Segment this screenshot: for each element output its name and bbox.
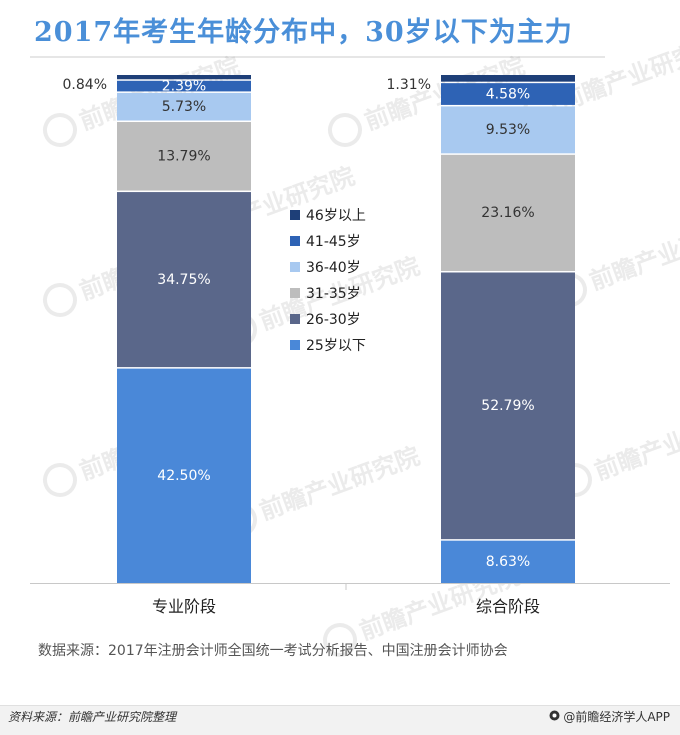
bar-segment-0-3 <box>117 92 251 121</box>
bar-segment-1-1 <box>441 272 575 540</box>
watermark-text: 前瞻产业研究院 <box>586 212 680 296</box>
watermark-logo-icon <box>323 623 357 657</box>
legend-swatch <box>290 262 300 272</box>
footer-brand-text: @前瞻经济学人APP <box>563 710 670 724</box>
legend-label: 26-30岁 <box>306 312 361 328</box>
legend-swatch <box>290 288 300 298</box>
legend-swatch <box>290 340 300 350</box>
bar-segment-0-1 <box>117 192 251 368</box>
data-label: 52.79% <box>481 398 534 414</box>
data-source-note: 数据来源：2017年注册会计师全国统一考试分析报告、中国注册会计师协会 <box>38 643 508 659</box>
bar-segment-1-4 <box>441 83 575 105</box>
watermark: 前瞻产业研究院 <box>223 442 423 537</box>
footer-bar <box>0 705 680 735</box>
legend-label: 46岁以上 <box>306 208 366 224</box>
data-label: 23.16% <box>481 205 534 221</box>
bar-segment-1-3 <box>441 106 575 154</box>
legend-label: 36-40岁 <box>306 260 361 276</box>
x-tick-label: 专业阶段 <box>152 597 216 616</box>
legend-label: 41-45岁 <box>306 234 361 250</box>
bar-segment-1-0 <box>441 540 575 583</box>
watermark-text: 前瞻产业研究院 <box>256 442 423 526</box>
legend-swatch <box>290 210 300 220</box>
brand-logo-icon <box>549 710 560 724</box>
bar-segment-0-5 <box>117 75 251 80</box>
data-label: 5.73% <box>162 99 206 115</box>
x-tick-label: 综合阶段 <box>476 597 540 616</box>
data-label: 2.39% <box>162 78 206 94</box>
axis-layer: 专业阶段 综合阶段 <box>30 583 670 616</box>
legend-swatch <box>290 314 300 324</box>
watermark-text: 前瞻产业研究院 <box>591 402 680 486</box>
bar-segment-0-0 <box>117 368 251 583</box>
watermark-logo-icon <box>328 113 362 147</box>
data-label: 8.63% <box>486 554 530 570</box>
legend-label: 25岁以下 <box>306 338 366 354</box>
bars-layer: 42.50% 34.75% 13.79% 5.73% 2.39% 0.84% 8.63% 52… <box>63 75 575 583</box>
data-label: 9.53% <box>486 122 530 138</box>
watermark-logo-icon <box>43 113 77 147</box>
bar-segment-0-4 <box>117 80 251 92</box>
data-label: 42.50% <box>157 468 210 484</box>
legend-swatch <box>290 236 300 246</box>
footer-source: 资料来源：前瞻产业研究院整理 <box>8 710 177 724</box>
data-label: 0.84% <box>63 77 107 93</box>
data-label: 1.31% <box>387 77 431 93</box>
data-label: 4.58% <box>486 86 530 102</box>
bar-segment-0-2 <box>117 122 251 191</box>
data-label: 13.79% <box>157 149 210 165</box>
watermark-logo-icon <box>43 283 77 317</box>
footer-brand: @前瞻经济学人APP <box>549 708 670 725</box>
legend: 46岁以上 41-45岁 36-40岁 31-35岁 26-30岁 25岁以下 <box>290 208 366 354</box>
watermark-logo-icon <box>43 463 77 497</box>
chart-title: 2017年考生年龄分布中，30岁以下为主力 <box>34 17 573 48</box>
title-divider <box>30 56 605 58</box>
bar-segment-1-2 <box>441 154 575 271</box>
bar-segment-1-5 <box>441 75 575 82</box>
legend-label: 31-35岁 <box>306 286 361 302</box>
data-label: 34.75% <box>157 272 210 288</box>
